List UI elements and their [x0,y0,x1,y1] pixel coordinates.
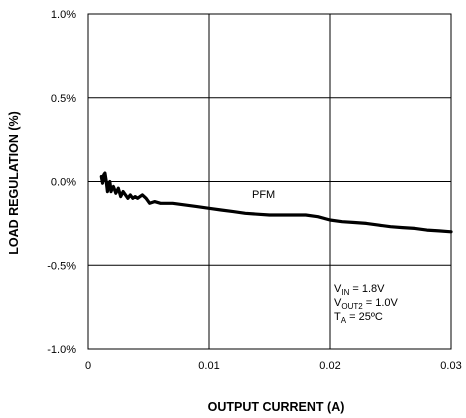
condition-line: VIN = 1.8V [334,283,385,297]
y-tick-label: 0.0% [51,177,76,189]
y-tick-label: -0.5% [47,260,76,272]
x-tick-labels: 0 0.01 0.02 0.03 [85,360,462,372]
y-axis-title: LOAD REGULATION (%) [7,111,21,255]
y-tick-label: 1.0% [51,9,76,21]
condition-line: VOUT2 = 1.0V [334,297,399,311]
series-line-pfm [99,171,453,234]
x-axis-title: OUTPUT CURRENT (A) [208,400,345,414]
x-tick-label: 0.01 [198,360,219,372]
grid-lines [88,14,451,349]
condition-line: TA = 25ºC [334,311,383,325]
x-tick-label: 0.03 [440,360,461,372]
y-tick-label: 0.5% [51,93,76,105]
y-tick-labels: 1.0% 0.5% 0.0% -0.5% -1.0% [47,9,76,356]
y-tick-label: -1.0% [47,344,76,356]
x-tick-label: 0 [85,360,91,372]
x-tick-label: 0.02 [319,360,340,372]
series-label-pfm: PFM [252,189,275,201]
